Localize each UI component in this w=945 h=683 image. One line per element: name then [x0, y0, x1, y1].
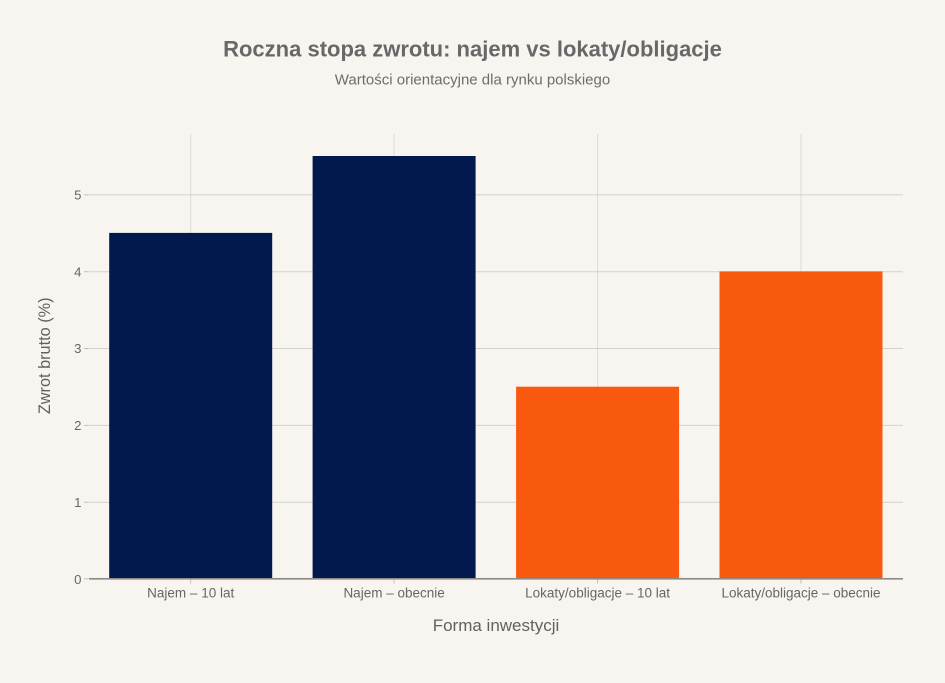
svg-text:Najem – obecnie: Najem – obecnie [343, 586, 444, 601]
svg-text:3: 3 [74, 341, 81, 356]
svg-text:Lokaty/obligacje – obecnie: Lokaty/obligacje – obecnie [721, 586, 880, 601]
svg-text:Najem – 10 lat: Najem – 10 lat [147, 586, 234, 601]
svg-text:Zwrot brutto (%): Zwrot brutto (%) [36, 297, 54, 414]
svg-text:Lokaty/obligacje – 10 lat: Lokaty/obligacje – 10 lat [525, 586, 670, 601]
svg-text:1: 1 [74, 495, 81, 510]
svg-text:0: 0 [74, 572, 81, 587]
svg-text:Wartości orientacyjne dla rynk: Wartości orientacyjne dla rynku polskieg… [335, 72, 610, 89]
svg-text:5: 5 [74, 188, 81, 203]
svg-text:2: 2 [74, 418, 81, 433]
svg-text:Roczna stopa zwrotu: najem vs: Roczna stopa zwrotu: najem vs lokaty/obl… [223, 37, 722, 62]
svg-text:Forma inwestycji: Forma inwestycji [433, 616, 560, 635]
svg-text:4: 4 [74, 264, 81, 279]
